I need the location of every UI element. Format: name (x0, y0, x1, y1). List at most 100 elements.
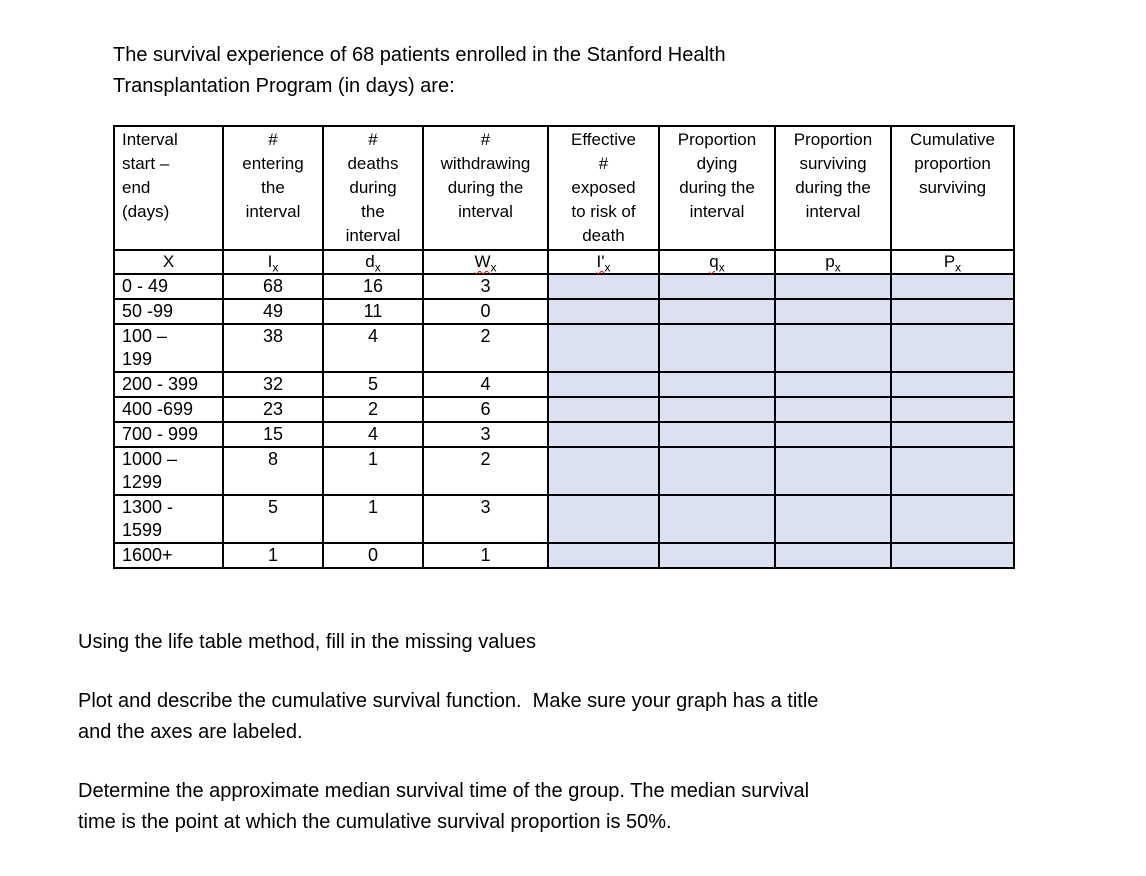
cell-entering: 8 (222, 446, 324, 496)
header-cumulative-surviving: Cumulative proportion surviving (890, 125, 1015, 251)
table-row: 1000 – 1299 8 1 2 (113, 446, 1015, 496)
cell-proportion-surviving-blank (774, 298, 892, 325)
cell-interval: 1000 – 1299 (113, 446, 224, 496)
cell-entering: 1 (222, 542, 324, 569)
cell-entering: 49 (222, 298, 324, 325)
cell-deaths: 1 (322, 446, 424, 496)
table-row: 0 - 49 68 16 3 (113, 273, 1015, 300)
cell-deaths: 0 (322, 542, 424, 569)
cell-proportion-dying-blank (658, 273, 776, 300)
cell-proportion-dying-blank (658, 323, 776, 373)
cell-effective-exposed-blank (547, 273, 660, 300)
symbol-qx: qx (658, 249, 776, 275)
cell-proportion-surviving-blank (774, 371, 892, 398)
symbol-px-lower: px (774, 249, 892, 275)
cell-cumulative-surviving-blank (890, 298, 1015, 325)
document-page: The survival experience of 68 patients e… (78, 44, 1146, 838)
cell-proportion-dying-blank (658, 421, 776, 448)
cell-entering: 15 (222, 421, 324, 448)
instruction-plot-function: Plot and describe the cumulative surviva… (78, 690, 819, 743)
cell-interval: 50 -99 (113, 298, 224, 325)
cell-effective-exposed-blank (547, 494, 660, 544)
symbol-px-upper: Px (890, 249, 1015, 275)
cell-proportion-surviving-blank (774, 542, 892, 569)
cell-deaths: 2 (322, 396, 424, 423)
cell-withdrawing: 3 (422, 273, 549, 300)
cell-deaths: 5 (322, 371, 424, 398)
cell-entering: 38 (222, 323, 324, 373)
symbol-row: X Ix dx Wx I'x qx px Px (113, 249, 1015, 275)
table-row: 50 -99 49 11 0 (113, 298, 1015, 325)
header-row: Interval start – end (days) # entering t… (113, 125, 1015, 251)
cell-entering: 32 (222, 371, 324, 398)
cell-proportion-dying-blank (658, 494, 776, 544)
header-effective-exposed: Effective # exposed to risk of death (547, 125, 660, 251)
instruction-median-survival: Determine the approximate median surviva… (78, 780, 810, 833)
cell-withdrawing: 4 (422, 371, 549, 398)
cell-proportion-dying-blank (658, 371, 776, 398)
table-row: 700 - 999 15 4 3 (113, 421, 1015, 448)
cell-cumulative-surviving-blank (890, 396, 1015, 423)
cell-interval: 700 - 999 (113, 421, 224, 448)
cell-cumulative-surviving-blank (890, 273, 1015, 300)
cell-cumulative-surviving-blank (890, 494, 1015, 544)
cell-proportion-dying-blank (658, 542, 776, 569)
cell-withdrawing: 3 (422, 421, 549, 448)
cell-interval: 1300 - 1599 (113, 494, 224, 544)
cell-deaths: 1 (322, 494, 424, 544)
cell-entering: 23 (222, 396, 324, 423)
cell-withdrawing: 2 (422, 323, 549, 373)
symbol-dx: dx (322, 249, 424, 275)
cell-effective-exposed-blank (547, 446, 660, 496)
header-proportion-dying: Proportion dying during the interval (658, 125, 776, 251)
cell-withdrawing: 3 (422, 494, 549, 544)
table-row: 100 – 199 38 4 2 (113, 323, 1015, 373)
cell-entering: 68 (222, 273, 324, 300)
cell-proportion-surviving-blank (774, 273, 892, 300)
cell-cumulative-surviving-blank (890, 421, 1015, 448)
cell-cumulative-surviving-blank (890, 446, 1015, 496)
cell-cumulative-surviving-blank (890, 323, 1015, 373)
cell-withdrawing: 2 (422, 446, 549, 496)
header-interval: Interval start – end (days) (113, 125, 224, 251)
cell-proportion-surviving-blank (774, 323, 892, 373)
table-row: 200 - 399 32 5 4 (113, 371, 1015, 398)
cell-interval: 100 – 199 (113, 323, 224, 373)
cell-proportion-surviving-blank (774, 421, 892, 448)
cell-withdrawing: 1 (422, 542, 549, 569)
symbol-x: X (113, 249, 224, 275)
life-table: Interval start – end (days) # entering t… (113, 125, 1015, 569)
header-proportion-surviving: Proportion surviving during the interval (774, 125, 892, 251)
cell-deaths: 16 (322, 273, 424, 300)
cell-deaths: 4 (322, 323, 424, 373)
instructions-section: Using the life table method, fill in the… (78, 627, 1146, 838)
table-row: 1300 - 1599 5 1 3 (113, 494, 1015, 544)
cell-entering: 5 (222, 494, 324, 544)
header-entering: # entering the interval (222, 125, 324, 251)
cell-deaths: 11 (322, 298, 424, 325)
cell-proportion-dying-blank (658, 298, 776, 325)
table-row: 1600+ 1 0 1 (113, 542, 1015, 569)
cell-proportion-surviving-blank (774, 446, 892, 496)
header-deaths: # deaths during the interval (322, 125, 424, 251)
cell-effective-exposed-blank (547, 396, 660, 423)
cell-withdrawing: 6 (422, 396, 549, 423)
cell-interval: 200 - 399 (113, 371, 224, 398)
cell-effective-exposed-blank (547, 542, 660, 569)
cell-interval: 400 -699 (113, 396, 224, 423)
symbol-ix: Ix (222, 249, 324, 275)
page-title: The survival experience of 68 patients e… (113, 44, 726, 97)
cell-effective-exposed-blank (547, 421, 660, 448)
header-withdrawing: # withdrawing during the interval (422, 125, 549, 251)
symbol-wx: Wx (422, 249, 549, 275)
cell-proportion-surviving-blank (774, 396, 892, 423)
cell-interval: 1600+ (113, 542, 224, 569)
cell-cumulative-surviving-blank (890, 542, 1015, 569)
cell-proportion-dying-blank (658, 446, 776, 496)
cell-effective-exposed-blank (547, 371, 660, 398)
instruction-fill-values: Using the life table method, fill in the… (78, 631, 537, 653)
cell-effective-exposed-blank (547, 298, 660, 325)
cell-proportion-dying-blank (658, 396, 776, 423)
cell-interval: 0 - 49 (113, 273, 224, 300)
cell-cumulative-surviving-blank (890, 371, 1015, 398)
